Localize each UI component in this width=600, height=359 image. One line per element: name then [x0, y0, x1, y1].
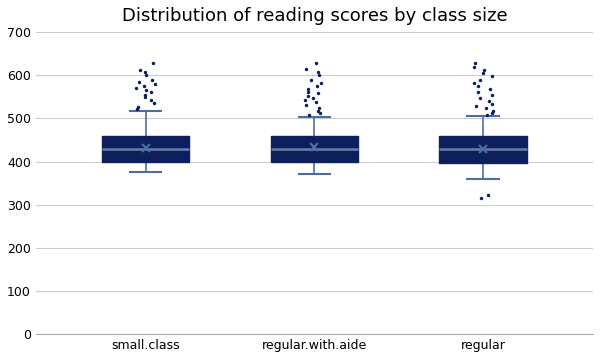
- Bar: [101, 136, 190, 162]
- Bar: [439, 136, 527, 163]
- Title: Distribution of reading scores by class size: Distribution of reading scores by class …: [122, 7, 507, 25]
- Bar: [271, 136, 358, 162]
